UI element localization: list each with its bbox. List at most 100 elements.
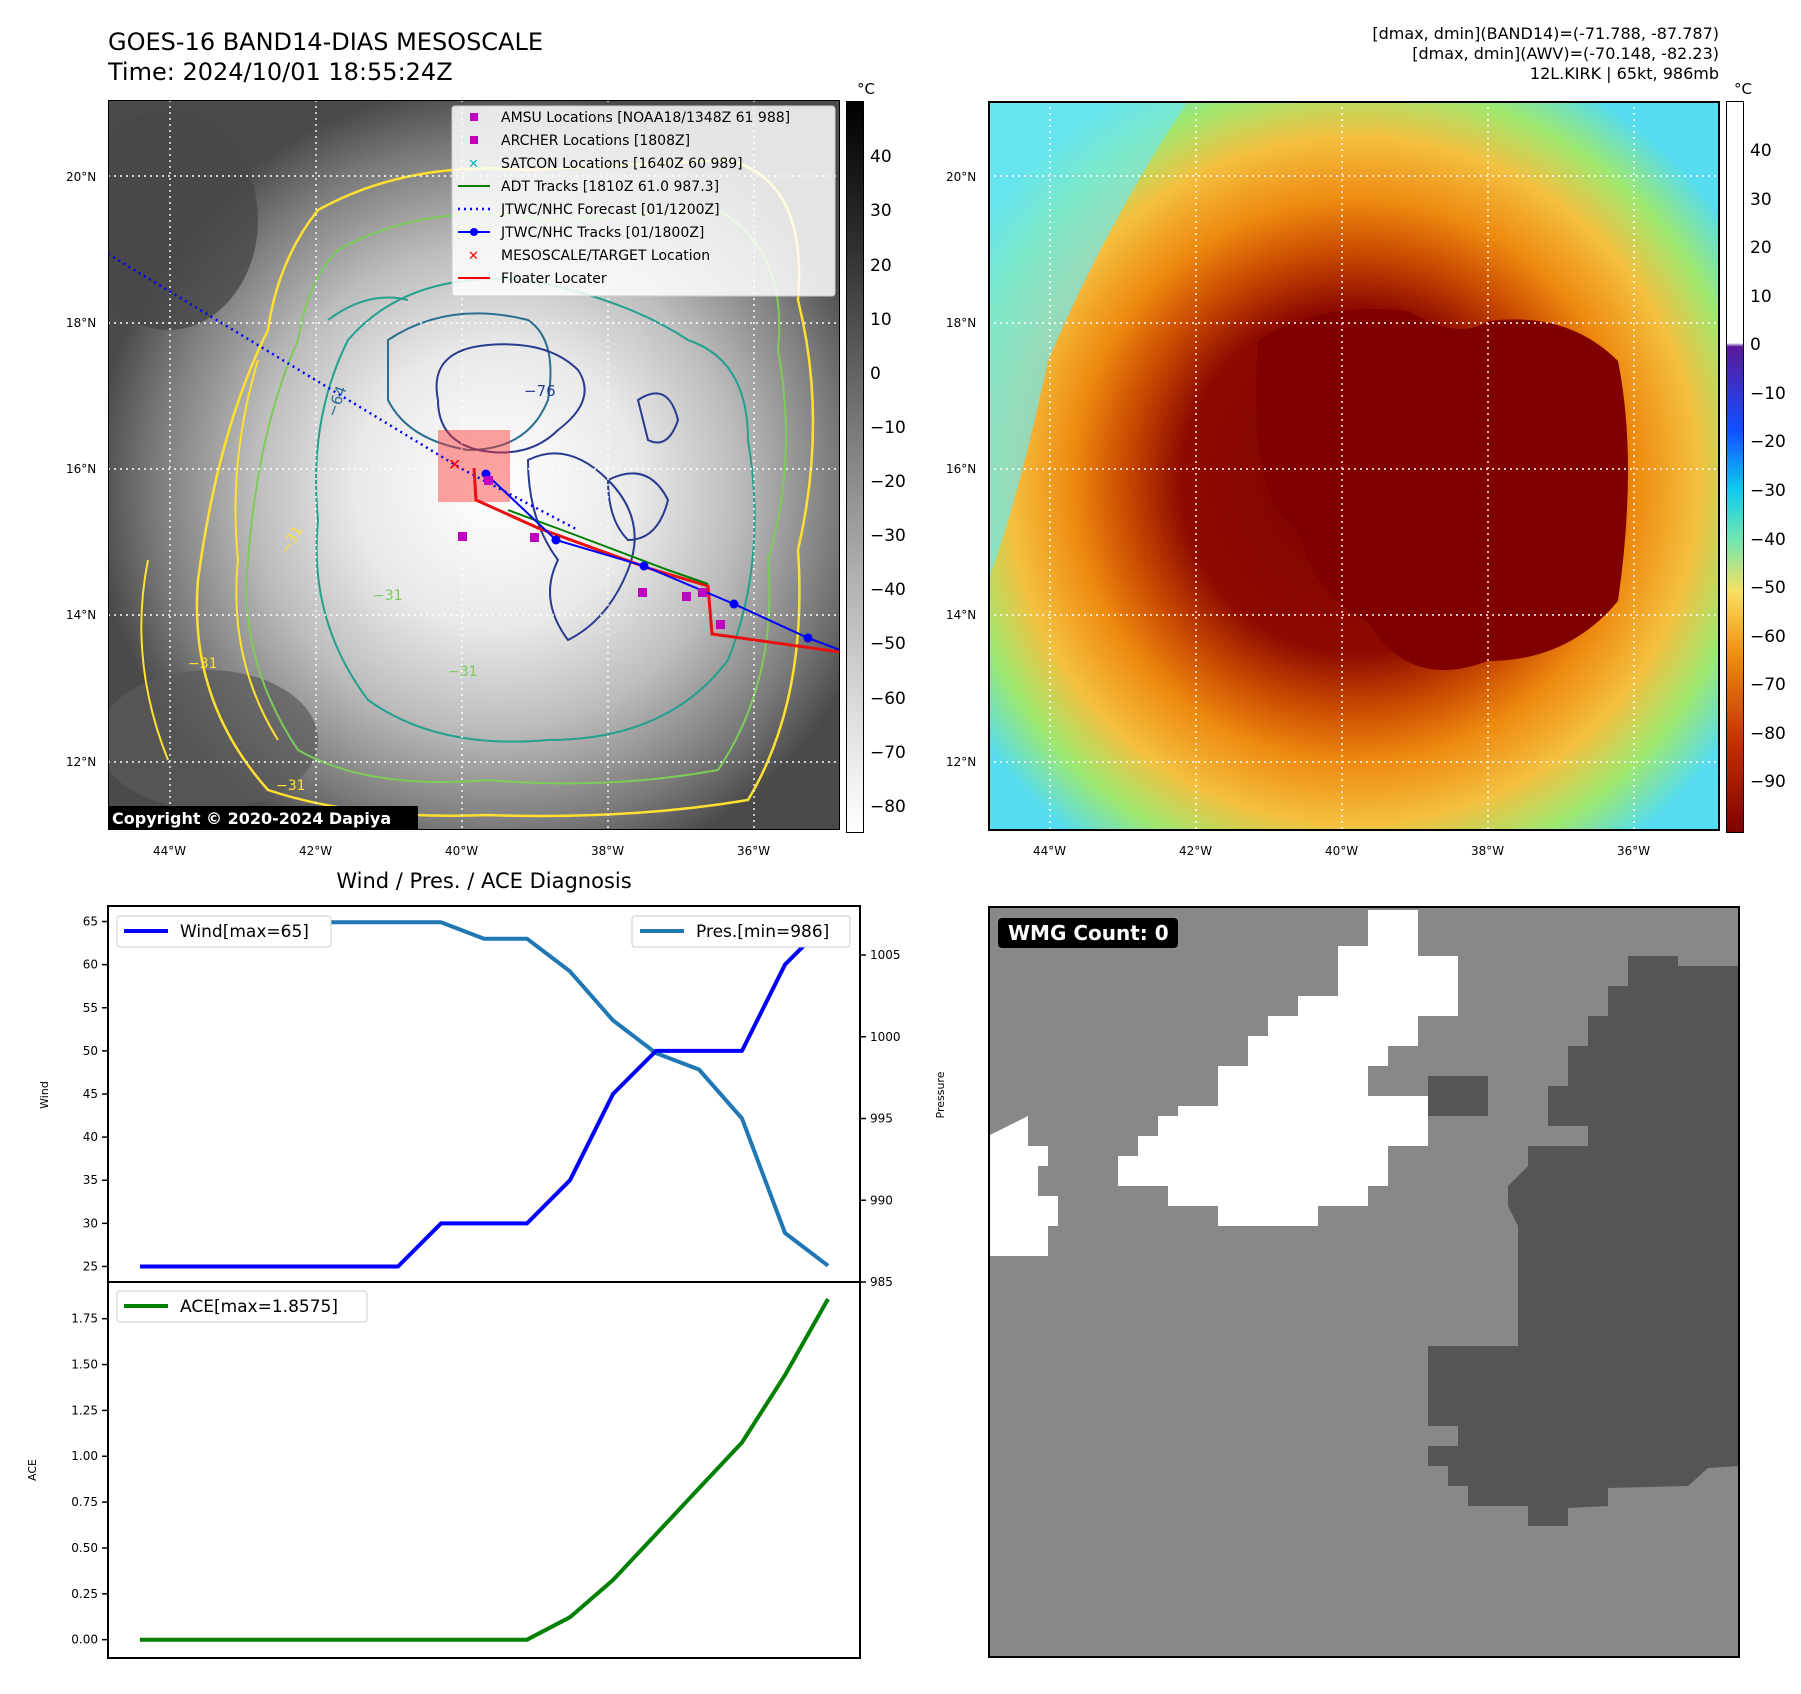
ir-colorbar — [846, 101, 864, 833]
awv-gridlines — [988, 101, 1720, 831]
awv-cb-tick: −10 — [1750, 384, 1786, 404]
ir-lon-tick: 44°W — [153, 844, 187, 858]
wmg-grey-region — [1458, 956, 1488, 986]
wind-tick-label: 40 — [83, 1130, 98, 1144]
ir-lat-tick: 20°N — [66, 170, 97, 184]
wmg-white-region — [988, 1116, 1058, 1256]
wind-tick-label: 35 — [83, 1173, 98, 1187]
ace-tick-label: 1.00 — [71, 1449, 98, 1463]
pressure-tick-label: 985 — [870, 1275, 893, 1289]
ir-map-panel: −76 −64 −31 −31 −31 −31 −31 — [78, 100, 841, 830]
ir-lat-tick: 16°N — [66, 462, 97, 476]
ir-colorbar-ticks: 40 30 20 10 0 −10 −20 −30 −40 −50 −60 −7… — [870, 101, 930, 831]
copyright-text: Copyright © 2020-2024 Dapiya — [112, 809, 391, 828]
ir-cb-tick: 30 — [870, 201, 892, 221]
ace-tick-label: 0.25 — [71, 1587, 98, 1601]
legend-label-forecast: JTWC/NHC Forecast [01/1200Z] — [500, 202, 720, 218]
wind-axis-label: Wind — [38, 1081, 51, 1109]
pressure-tick-label: 1000 — [870, 1030, 901, 1044]
awv-lon-tick: 44°W — [1033, 844, 1067, 858]
wind-tick-label: 60 — [83, 958, 98, 972]
ir-lon-tick: 38°W — [591, 844, 625, 858]
title-line-2: Time: 2024/10/01 18:55:24Z — [108, 58, 453, 86]
awv-cb-tick: −80 — [1750, 724, 1786, 744]
ir-map-svg: −76 −64 −31 −31 −31 −31 −31 — [78, 100, 841, 830]
awv-lat-tick: 20°N — [946, 170, 977, 184]
diagnosis-title: Wind / Pres. / ACE Diagnosis — [336, 869, 631, 893]
ir-cb-tick: −50 — [870, 634, 906, 654]
contour-label: −31 — [188, 656, 218, 672]
ir-cb-tick: −40 — [870, 580, 906, 600]
ir-cb-tick: 10 — [870, 310, 892, 330]
copyright-box — [108, 806, 418, 830]
pressure-tick-label: 1005 — [870, 948, 901, 962]
legend-label-adt: ADT Tracks [1810Z 61.0 987.3] — [501, 179, 719, 195]
contour-yellow — [140, 559, 169, 761]
awv-lon-tick: 38°W — [1471, 844, 1505, 858]
awv-lat-tick: 16°N — [946, 462, 977, 476]
ir-cb-tick: −20 — [870, 472, 906, 492]
ace-tick-label: 1.25 — [71, 1403, 98, 1417]
wind-tick-label: 25 — [83, 1259, 98, 1273]
pressure-tick-label: 990 — [870, 1193, 893, 1207]
info-line-2: [dmax, dmin](AWV)=(-70.148, -82.23) — [1412, 44, 1719, 63]
awv-map-frame — [988, 101, 1720, 831]
ir-lat-tick: 18°N — [66, 316, 97, 330]
ace-axis-label: ACE — [26, 1459, 39, 1481]
awv-cb-tick: −60 — [1750, 627, 1786, 647]
awv-cb-tick: −70 — [1750, 675, 1786, 695]
ir-cb-tick: 20 — [870, 256, 892, 276]
ir-cb-tick: 40 — [870, 147, 892, 167]
amsu-archer-markers — [458, 476, 725, 629]
ir-dark-patch — [78, 110, 258, 330]
awv-colorbar-ticks: 40 30 20 10 0 −10 −20 −30 −40 −50 −60 −7… — [1750, 101, 1800, 831]
wind-legend-label: Wind[max=65] — [180, 922, 309, 942]
pressure-legend-box — [631, 915, 851, 948]
wmg-count-label: WMG Count: 0 — [1008, 921, 1169, 945]
diagnosis-chart-svg: Wind / Pres. / ACE Diagnosis 25 30 35 40 45 5… — [26, 869, 947, 1659]
awv-lon-tick: 42°W — [1179, 844, 1213, 858]
awv-lat-tick: 12°N — [946, 755, 977, 769]
ace-legend-label: ACE[max=1.8575] — [180, 1297, 338, 1317]
awv-cb-tick: 0 — [1750, 335, 1761, 355]
ace-tick-label: 1.50 — [71, 1358, 98, 1372]
ir-cb-tick: 0 — [870, 364, 881, 384]
wmg-dark-region — [1428, 956, 1740, 1526]
awv-colorbar-unit: °C — [1734, 80, 1752, 98]
awv-lat-tick: 18°N — [946, 316, 977, 330]
wind-tick-label: 50 — [83, 1044, 98, 1058]
ace-axes-frame — [107, 1281, 861, 1659]
ir-legend-items: AMSU Locations [NOAA18/1348Z 61 988] ARC… — [458, 110, 790, 287]
ir-colorbar-unit: °C — [857, 80, 875, 98]
diagnosis-chart-panel: Wind / Pres. / ACE Diagnosis 25 30 35 40 45 5… — [0, 855, 970, 1690]
ir-dark-patch — [98, 670, 318, 810]
ir-lon-tick: 36°W — [737, 844, 771, 858]
wmg-label-box — [998, 918, 1178, 948]
contour-navy — [526, 452, 636, 642]
adt-track — [507, 509, 709, 585]
ir-cb-tick: −80 — [870, 797, 906, 817]
wind-legend-box — [116, 915, 332, 948]
awv-cb-tick: 40 — [1750, 141, 1772, 161]
wmg-svg: WMG Count: 0 — [988, 906, 1740, 1658]
awv-cb-tick: 20 — [1750, 238, 1772, 258]
awv-colorbar — [1726, 101, 1744, 833]
svg-text:✕: ✕ — [468, 157, 479, 172]
contour-label: −31 — [448, 664, 478, 680]
contour-blue — [387, 312, 552, 452]
pressure-y-ticks: 985 990 995 1000 1005 — [860, 948, 901, 1289]
pressure-tick-label: 995 — [870, 1112, 893, 1126]
legend-label-amsu: AMSU Locations [NOAA18/1348Z 61 988] — [501, 110, 790, 126]
mesoscale-target-marker: ✕ — [448, 455, 461, 474]
ace-line — [140, 1298, 830, 1642]
ace-tick-label: 0.50 — [71, 1541, 98, 1555]
awv-cold-core — [1256, 309, 1628, 670]
forecast-track — [107, 252, 579, 532]
ir-map-frame — [108, 100, 840, 830]
awv-map-panel — [988, 101, 1720, 831]
ir-cb-tick: −60 — [870, 689, 906, 709]
awv-cb-tick: 30 — [1750, 190, 1772, 210]
wind-pres-axes-frame — [107, 905, 861, 1283]
awv-cb-tick: 10 — [1750, 287, 1772, 307]
legend-label-mesoscale: MESOSCALE/TARGET Location — [501, 248, 710, 264]
